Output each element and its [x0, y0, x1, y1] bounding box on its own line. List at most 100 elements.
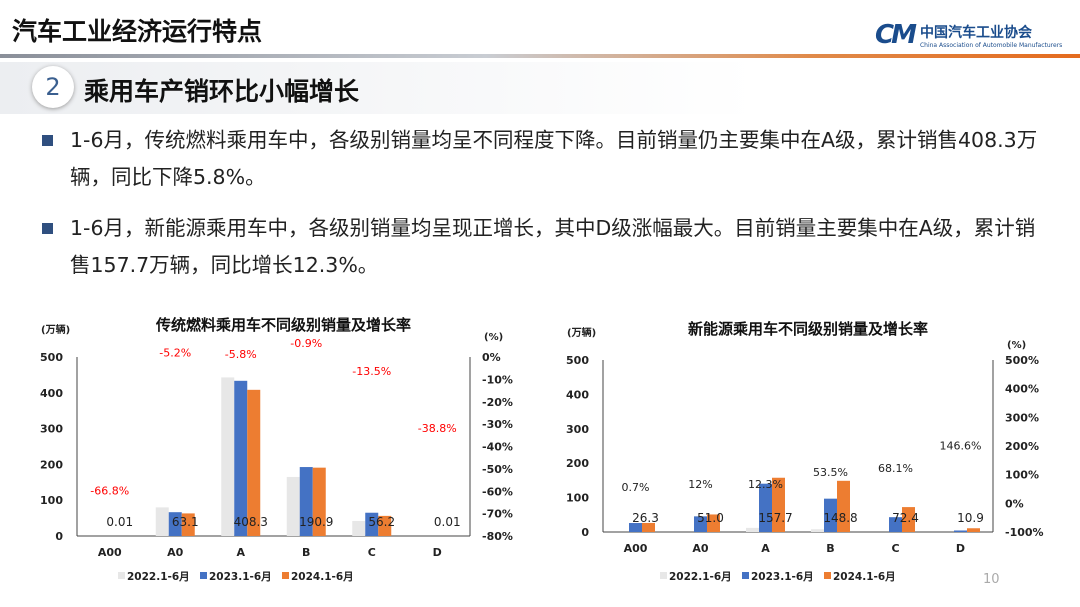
y-tick-label: 200 [566, 457, 589, 470]
value-label: 0.01 [106, 515, 133, 529]
value-label: 26.3 [632, 511, 659, 525]
value-label: 190.9 [299, 515, 333, 529]
y-tick-label: 0 [581, 526, 589, 539]
page-number: 10 [983, 572, 1000, 587]
caam-logo: CM 中国汽车工业协会 China Association of Automob… [875, 20, 1062, 50]
y2-tick-label: 0% [482, 351, 501, 364]
x-tick-label: A0 [167, 546, 184, 559]
y-tick-label: 100 [40, 494, 63, 507]
bullet-item: 1-6月，新能源乘用车中，各级别销量均呈现正增长，其中D级涨幅最大。目前销量主要… [42, 210, 1052, 284]
y2-tick-label: 100% [1005, 469, 1039, 482]
bullet-item: 1-6月，传统燃料乘用车中，各级别销量均呈不同程度下降。目前销量仍主要集中在A级… [42, 122, 1052, 196]
bar-2022.1-6月 [352, 520, 366, 536]
growth-rate-label: -66.8% [90, 484, 129, 497]
y2-tick-label: 400% [1005, 383, 1039, 396]
growth-rate-label: -13.5% [352, 365, 391, 378]
section-title: 乘用车产销环比小幅增长 [84, 77, 360, 106]
value-label: 63.1 [172, 515, 199, 529]
y-axis-label: (万辆) [567, 326, 596, 339]
bar-2023.1-6月 [234, 380, 248, 536]
y2-axis-label: (%) [1007, 340, 1026, 351]
value-label: 408.3 [234, 515, 268, 529]
bar-2024.1-6月 [642, 522, 655, 532]
bar-2022.1-6月 [286, 476, 300, 536]
legend-swatch [282, 572, 289, 579]
legend-swatch [742, 572, 749, 579]
y-tick-label: 500 [566, 354, 589, 367]
legend-swatch [200, 572, 207, 579]
bar-2024.1-6月 [772, 477, 785, 532]
bar-2022.1-6月 [155, 507, 169, 536]
legend-label: 2022.1-6月 [127, 571, 190, 583]
logo-cn: 中国汽车工业协会 [919, 24, 1032, 41]
page-header-title: 汽车工业经济运行特点 [12, 17, 263, 46]
logo-en: China Association of Automobile Manufact… [919, 41, 1063, 49]
legend-swatch [660, 572, 667, 579]
growth-rate-label: 53.5% [813, 466, 848, 479]
y2-tick-label: 0% [1005, 497, 1024, 510]
value-label: 0.01 [434, 515, 461, 529]
x-tick-label: A00 [98, 546, 122, 559]
y2-tick-label: -20% [482, 396, 513, 409]
growth-rate-label: -5.8% [225, 348, 257, 361]
y-tick-label: 0 [55, 530, 63, 543]
x-tick-label: A00 [624, 542, 648, 555]
legend-swatch [118, 572, 125, 579]
y-tick-label: 300 [566, 423, 589, 436]
bar-2022.1-6月 [746, 527, 759, 532]
growth-rate-label: 0.7% [622, 481, 650, 494]
bullet-square-icon [42, 135, 53, 146]
x-tick-label: A [236, 546, 245, 559]
legend-label: 2023.1-6月 [751, 571, 814, 583]
bar-2023.1-6月 [168, 512, 182, 536]
y2-axis-label: (%) [484, 332, 503, 343]
bar-2022.1-6月 [221, 377, 235, 536]
legend-swatch [824, 572, 831, 579]
bar-2023.1-6月 [365, 512, 379, 536]
bar-2023.1-6月 [629, 523, 642, 532]
y2-tick-label: -60% [482, 485, 513, 498]
bar-2024.1-6月 [378, 515, 392, 536]
y2-tick-label: -40% [482, 441, 513, 454]
bar-2023.1-6月 [759, 483, 772, 532]
y2-tick-label: 300% [1005, 411, 1039, 424]
legend-label: 2022.1-6月 [669, 571, 732, 583]
bar-2024.1-6月 [902, 507, 915, 532]
y2-tick-label: -100% [1005, 526, 1044, 539]
bar-2024.1-6月 [181, 513, 195, 536]
y-tick-label: 500 [40, 351, 63, 364]
y2-tick-label: -80% [482, 530, 513, 543]
value-label: 56.2 [368, 515, 395, 529]
y2-tick-label: -30% [482, 418, 513, 431]
bar-2023.1-6月 [954, 530, 967, 532]
growth-rate-label: 12% [688, 478, 712, 491]
growth-rate-label: 12.3% [748, 478, 783, 491]
chart-traditional-fuel: 传统燃料乘用车不同级别销量及增长率 (万辆) (%) 0 100 200 300 400 500… [40, 316, 513, 583]
header-divider [0, 54, 1080, 58]
value-label: 51.0 [697, 511, 724, 525]
bar-2024.1-6月 [967, 528, 980, 532]
y-tick-label: 200 [40, 458, 63, 471]
y-tick-label: 400 [40, 387, 63, 400]
x-tick-label: A0 [692, 542, 709, 555]
growth-rate-label: -0.9% [290, 337, 322, 350]
bar-2024.1-6月 [837, 480, 850, 532]
chart-title: 传统燃料乘用车不同级别销量及增长率 [155, 316, 411, 334]
growth-rate-label: 146.6% [940, 439, 982, 452]
section-number-badge: 2 [32, 66, 74, 108]
x-tick-label: B [302, 546, 310, 559]
y2-tick-label: 500% [1005, 354, 1039, 367]
value-label: 10.9 [957, 511, 984, 525]
bar-2024.1-6月 [247, 389, 261, 536]
x-tick-label: D [433, 546, 442, 559]
y2-tick-label: -50% [482, 463, 513, 476]
bar-2023.1-6月 [694, 516, 707, 532]
bar-2022.1-6月 [811, 529, 824, 532]
bullet-text: 1-6月，新能源乘用车中，各级别销量均呈现正增长，其中D级涨幅最大。目前销量主要… [70, 216, 1036, 277]
legend-label: 2024.1-6月 [833, 571, 896, 583]
bullet-square-icon [42, 223, 53, 234]
x-tick-label: D [956, 542, 965, 555]
legend-label: 2023.1-6月 [209, 571, 272, 583]
y-tick-label: 300 [40, 423, 63, 436]
y-tick-label: 100 [566, 492, 589, 505]
